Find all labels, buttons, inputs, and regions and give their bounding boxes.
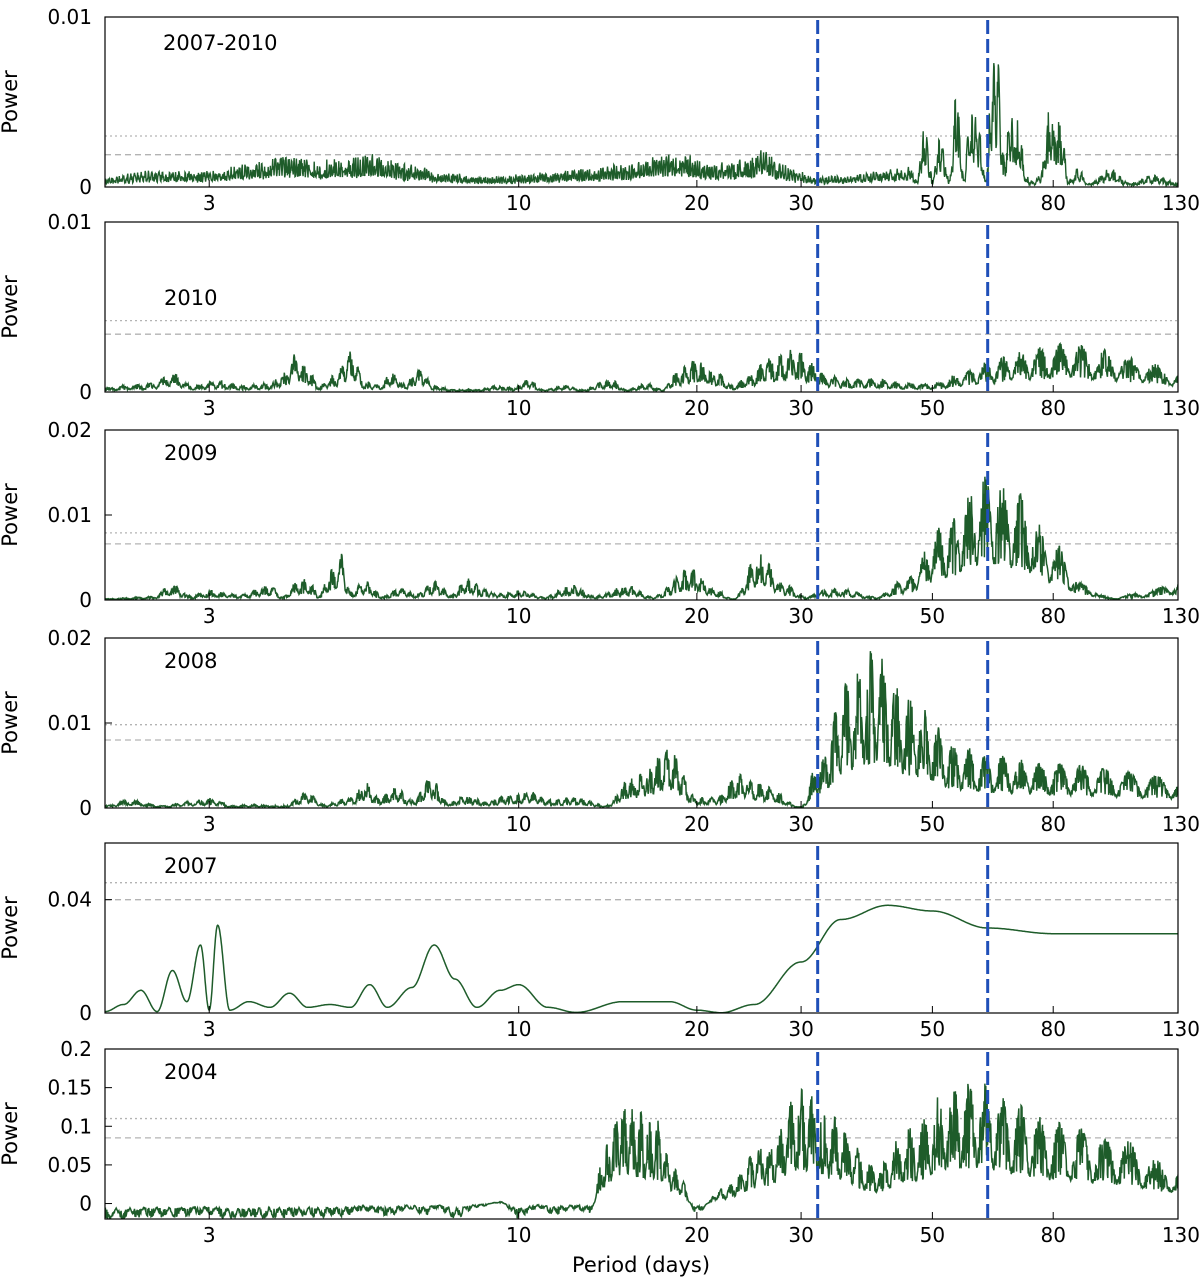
x-tick-label: 30 bbox=[788, 191, 813, 215]
x-tick-label: 50 bbox=[920, 191, 945, 215]
periodogram-curve bbox=[105, 342, 1178, 392]
panel-2007-2010: 3 10 20 30 50 80 130 0 0.01 Power 2007-2010 bbox=[0, 5, 1200, 215]
panel-label: 2007 bbox=[164, 854, 217, 878]
y-tick-label: 0.01 bbox=[47, 503, 92, 527]
x-tick-label: 50 bbox=[920, 604, 945, 628]
y-tick-label: 0 bbox=[79, 796, 92, 820]
panel-label: 2007-2010 bbox=[163, 31, 277, 55]
periodogram-curve bbox=[105, 1083, 1178, 1219]
x-tick-label: 3 bbox=[203, 191, 216, 215]
x-tick-label: 20 bbox=[684, 396, 709, 420]
x-tick-label: 3 bbox=[203, 1223, 216, 1247]
x-tick-label: 80 bbox=[1040, 812, 1065, 836]
x-tick-label: 50 bbox=[920, 1017, 945, 1041]
periodogram-curve bbox=[105, 476, 1178, 600]
y-tick-label: 0.04 bbox=[47, 888, 92, 912]
x-tick-label: 3 bbox=[203, 604, 216, 628]
y-tick-label: 0.1 bbox=[60, 1114, 92, 1138]
panel-label: 2004 bbox=[164, 1060, 217, 1084]
x-tick-label: 130 bbox=[1162, 812, 1200, 836]
panel-2007: 3 10 20 30 50 80 130 0 0.04 Power 2007 bbox=[0, 842, 1200, 1041]
x-tick-label: 50 bbox=[920, 1223, 945, 1247]
x-tick-label: 20 bbox=[684, 812, 709, 836]
x-tick-label: 50 bbox=[920, 812, 945, 836]
panel-2008: 3 10 20 30 50 80 130 0 0.01 0.02 Power 2008 bbox=[0, 626, 1200, 836]
panel-frame bbox=[104, 221, 1179, 393]
x-tick-label: 10 bbox=[506, 812, 531, 836]
x-tick-label: 10 bbox=[506, 191, 531, 215]
periodogram-curve bbox=[105, 904, 1178, 1013]
x-tick-label: 80 bbox=[1040, 604, 1065, 628]
x-axis-label: Period (days) bbox=[572, 1253, 710, 1277]
x-tick-label: 30 bbox=[788, 1223, 813, 1247]
panel-label: 2009 bbox=[164, 441, 217, 465]
x-tick-label: 80 bbox=[1040, 396, 1065, 420]
x-tick-label: 30 bbox=[788, 812, 813, 836]
x-tick-label: 3 bbox=[203, 1017, 216, 1041]
y-tick-label: 0.2 bbox=[60, 1037, 92, 1061]
x-tick-label: 130 bbox=[1162, 1017, 1200, 1041]
y-axis-label: Power bbox=[0, 691, 22, 755]
y-axis-label: Power bbox=[0, 1102, 22, 1166]
panel-label: 2008 bbox=[164, 649, 217, 673]
panel-2009: 3 10 20 30 50 80 130 0 0.01 0.02 Power 2009 bbox=[0, 418, 1200, 628]
x-tick-label: 130 bbox=[1162, 191, 1200, 215]
y-axis-label: Power bbox=[0, 70, 22, 134]
x-tick-label: 130 bbox=[1162, 604, 1200, 628]
panel-label: 2010 bbox=[164, 286, 217, 310]
x-tick-label: 80 bbox=[1040, 191, 1065, 215]
x-tick-label: 130 bbox=[1162, 396, 1200, 420]
periodogram-curve bbox=[105, 651, 1178, 808]
panel-frame bbox=[104, 16, 1179, 188]
x-tick-label: 20 bbox=[684, 1017, 709, 1041]
x-tick-label: 20 bbox=[684, 604, 709, 628]
y-axis-label: Power bbox=[0, 275, 22, 339]
x-tick-label: 10 bbox=[506, 1017, 531, 1041]
x-tick-label: 20 bbox=[684, 1223, 709, 1247]
y-tick-label: 0.15 bbox=[47, 1076, 92, 1100]
x-tick-label: 130 bbox=[1162, 1223, 1200, 1247]
panel-2004: 3 10 20 30 50 80 130 0 0.05 0.1 0.15 0.2 Power 2004 bbox=[0, 1037, 1200, 1247]
x-tick-label: 3 bbox=[203, 396, 216, 420]
y-tick-label: 0 bbox=[79, 588, 92, 612]
y-tick-label: 0.01 bbox=[47, 210, 92, 234]
x-tick-label: 3 bbox=[203, 812, 216, 836]
x-tick-label: 80 bbox=[1040, 1017, 1065, 1041]
y-tick-label: 0.02 bbox=[47, 626, 92, 650]
panel-frame bbox=[104, 1048, 1179, 1220]
x-tick-label: 30 bbox=[788, 1017, 813, 1041]
x-tick-label: 30 bbox=[788, 604, 813, 628]
y-axis-label: Power bbox=[0, 483, 22, 547]
x-tick-label: 10 bbox=[506, 1223, 531, 1247]
x-tick-label: 10 bbox=[506, 604, 531, 628]
x-tick-label: 10 bbox=[506, 396, 531, 420]
x-tick-label: 20 bbox=[684, 191, 709, 215]
y-tick-label: 0 bbox=[79, 175, 92, 199]
x-tick-label: 80 bbox=[1040, 1223, 1065, 1247]
y-tick-label: 0 bbox=[79, 1192, 92, 1216]
x-tick-label: 50 bbox=[920, 396, 945, 420]
x-tick-label: 30 bbox=[788, 396, 813, 420]
y-tick-label: 0.01 bbox=[47, 711, 92, 735]
panel-frame bbox=[104, 842, 1179, 1014]
panel-2010: 3 10 20 30 50 80 130 0 0.01 Power 2010 bbox=[0, 210, 1200, 420]
y-tick-label: 0.02 bbox=[47, 418, 92, 442]
y-tick-label: 0.05 bbox=[47, 1153, 92, 1177]
y-tick-label: 0 bbox=[79, 380, 92, 404]
y-axis-label: Power bbox=[0, 896, 22, 960]
periodogram-curve bbox=[105, 63, 1178, 187]
y-tick-label: 0 bbox=[79, 1001, 92, 1025]
y-tick-label: 0.01 bbox=[47, 5, 92, 29]
